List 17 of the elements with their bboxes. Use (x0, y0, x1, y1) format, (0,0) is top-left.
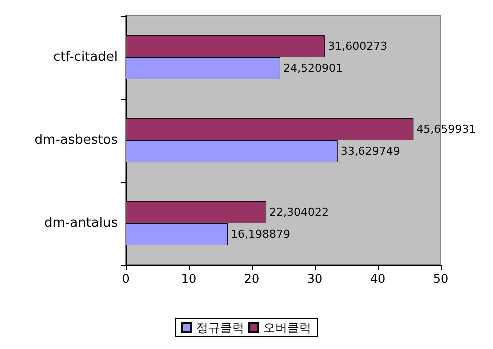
x-tick-label: 20 (244, 272, 260, 286)
y-tick-label: dm-asbestos (34, 133, 118, 148)
legend-label: 오버클럭 (264, 321, 312, 335)
data-label: 31,600273 (328, 40, 388, 53)
x-tick-label: 10 (181, 272, 197, 286)
data-label: 33,629749 (340, 145, 400, 158)
y-tick-label: ctf-citadel (54, 50, 118, 65)
x-tick-label: 30 (307, 272, 323, 286)
x-tick-label: 40 (370, 272, 386, 286)
data-label: 22,304022 (270, 206, 330, 219)
data-label: 16,198879 (231, 228, 291, 241)
x-tick-label: 50 (433, 272, 449, 286)
y-tick-label: dm-antalus (44, 216, 118, 231)
data-label: 24,520901 (283, 62, 343, 75)
legend-label: 정규클럭 (196, 321, 244, 335)
data-label: 45,659931 (416, 123, 476, 136)
x-tick-label: 0 (122, 272, 130, 286)
